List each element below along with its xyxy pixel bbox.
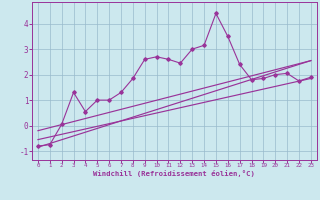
X-axis label: Windchill (Refroidissement éolien,°C): Windchill (Refroidissement éolien,°C) [93, 170, 255, 177]
